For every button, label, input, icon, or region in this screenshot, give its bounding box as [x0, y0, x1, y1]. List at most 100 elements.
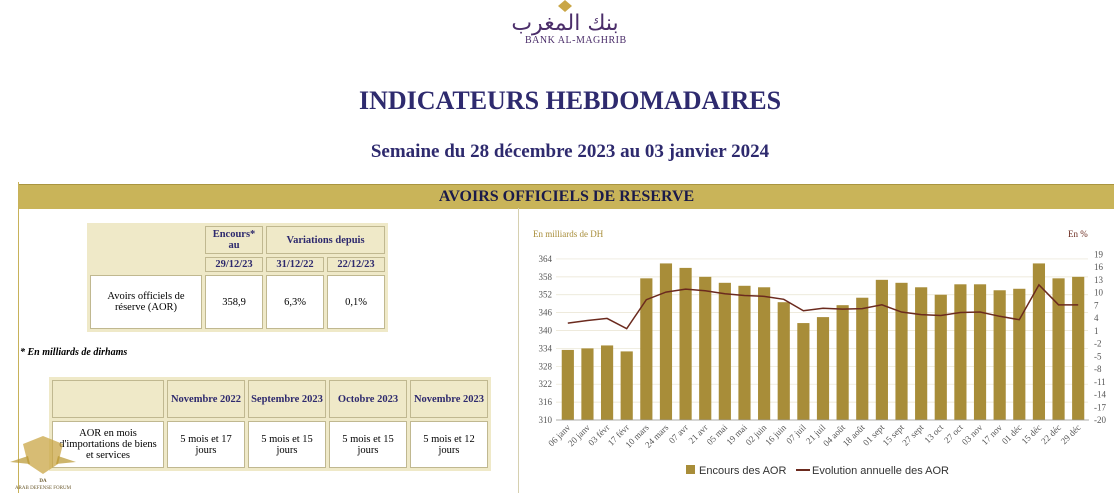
watermark-line1: DA	[39, 479, 47, 484]
legend-bar-swatch	[686, 465, 695, 474]
y-tick-left-label: 364	[539, 254, 553, 264]
y-axis-left-label: En milliards de DH	[533, 229, 604, 239]
var-value-2: 0,1%	[327, 275, 385, 329]
y-tick-left-label: 310	[539, 415, 553, 425]
month-header: Septembre 2023	[248, 380, 326, 418]
y-tick-left-label: 340	[539, 326, 553, 336]
bar-series	[561, 263, 1085, 420]
bar	[738, 285, 751, 420]
import-value: 5 mois et 15 jours	[248, 421, 326, 468]
aor-table: Encours* au Variations depuis 29/12/23 3…	[87, 223, 388, 332]
import-value: 5 mois et 15 jours	[329, 421, 407, 468]
table-corner	[52, 380, 164, 418]
import-months-table: Novembre 2022 Septembre 2023 Octobre 202…	[49, 377, 491, 471]
bar	[679, 267, 692, 420]
bar	[1013, 288, 1026, 420]
bar	[856, 297, 869, 420]
x-tick-label: 17 nov	[980, 422, 1005, 447]
footnote: * En milliards de dirhams	[20, 347, 128, 358]
x-tick-label: 27 sept	[900, 422, 926, 448]
bar	[581, 348, 594, 420]
bar	[699, 276, 712, 420]
bar	[895, 282, 908, 420]
y-ticks-left: 310 316 322 328 334 340 346 352 358 364	[539, 254, 553, 425]
bar	[718, 282, 731, 420]
section-title: AVOIRS OFFICIELS DE RESERVE	[19, 184, 1114, 209]
bar	[915, 287, 928, 420]
y-tick-right-label: 1	[1094, 326, 1099, 336]
y-tick-right-label: -5	[1094, 351, 1102, 361]
bar	[561, 349, 574, 420]
bar	[777, 302, 790, 420]
bar	[797, 323, 810, 420]
aor-row-label: Avoirs officiels de réserve (AOR)	[90, 275, 202, 329]
encours-date: 29/12/23	[205, 257, 263, 272]
bar	[836, 305, 849, 420]
y-tick-left-label: 352	[539, 290, 553, 300]
x-tick-label: 20 janv	[566, 422, 592, 448]
var-value-1: 6,3%	[266, 275, 324, 329]
y-axis-right-label: En %	[1068, 229, 1088, 239]
x-tick-label: 22 déc	[1039, 422, 1063, 446]
bar	[659, 263, 673, 420]
import-value: 5 mois et 12 jours	[410, 421, 488, 468]
bar	[758, 287, 771, 420]
x-tick-label: 05 mai	[705, 422, 730, 447]
y-tick-right-label: 4	[1094, 313, 1099, 323]
legend-line-label: Evolution annuelle des AOR	[812, 465, 949, 477]
content-panel	[18, 182, 1114, 493]
y-tick-right-label: -20	[1094, 415, 1106, 425]
bar	[816, 317, 830, 420]
var-date-2: 22/12/23	[327, 257, 385, 272]
y-tick-right-label: -8	[1094, 364, 1102, 374]
bar	[1072, 276, 1085, 420]
aor-chart: En milliards de DH En % 3103163223283343…	[533, 229, 1106, 477]
x-tick-label: 01 déc	[1000, 422, 1024, 446]
month-header: Novembre 2022	[167, 380, 245, 418]
x-tick-label: 07 juil	[784, 422, 808, 446]
bar	[954, 284, 967, 420]
y-tick-right-label: -17	[1094, 402, 1106, 412]
watermark-line2: ARAB DEFENSE FORUM	[15, 486, 72, 491]
month-header: Novembre 2023	[410, 380, 488, 418]
logo-arabic: بنك المغرب	[511, 11, 618, 36]
y-tick-right-label: 16	[1094, 262, 1104, 272]
import-row-label: AOR en mois d'importations de biens et s…	[52, 421, 164, 468]
y-tick-right-label: 7	[1094, 300, 1099, 310]
encours-header: Encours* au	[205, 226, 263, 254]
bar	[934, 294, 947, 420]
table-corner	[90, 226, 202, 272]
bar	[1032, 263, 1046, 420]
y-tick-left-label: 328	[539, 361, 553, 371]
bank-logo: بنك المغرب	[511, 0, 619, 36]
bar	[620, 351, 633, 420]
month-header: Octobre 2023	[329, 380, 407, 418]
y-ticks-right: -20 -17 -14 -11 -8 -5 -2 1 4 7 10 13 16 19	[1094, 249, 1106, 425]
y-tick-right-label: -2	[1094, 339, 1102, 349]
variations-header: Variations depuis	[266, 226, 385, 254]
x-tick-label: 13 oct	[922, 422, 945, 445]
legend-bar-label: Encours des AOR	[699, 465, 786, 477]
y-tick-right-label: 19	[1094, 249, 1104, 259]
page-title: INDICATEURS HEBDOMADAIRES	[358, 86, 782, 115]
x-tick-label: 29 déc	[1059, 422, 1083, 446]
bar	[875, 279, 888, 420]
x-tick-label: 03 nov	[960, 422, 985, 447]
logo-latin-text: BANK AL-MAGHRIB	[525, 35, 627, 46]
y-tick-right-label: -11	[1094, 377, 1106, 387]
bar	[973, 284, 987, 420]
y-tick-left-label: 358	[539, 272, 553, 282]
y-tick-left-label: 346	[539, 308, 553, 318]
y-tick-left-label: 316	[539, 397, 553, 407]
import-value: 5 mois et 17 jours	[167, 421, 245, 468]
y-tick-right-label: 13	[1094, 275, 1104, 285]
var-date-1: 31/12/22	[266, 257, 324, 272]
y-tick-right-label: -14	[1094, 390, 1106, 400]
x-tick-label: 02 juin	[744, 422, 769, 447]
y-tick-left-label: 334	[539, 343, 553, 353]
bar	[640, 278, 653, 420]
line-series	[567, 283, 1079, 330]
y-tick-right-label: 10	[1094, 288, 1104, 298]
vertical-divider	[518, 208, 519, 493]
